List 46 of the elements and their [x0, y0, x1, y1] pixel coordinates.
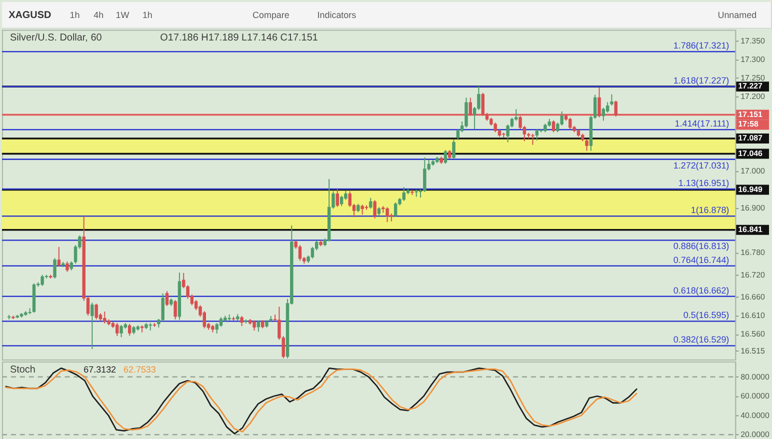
annotation: 0.618(16.662)	[673, 285, 730, 296]
annotation: 67.3132	[84, 364, 116, 374]
annotation: 0.382(16.529)	[673, 334, 730, 345]
text: 1h	[70, 10, 80, 20]
y-tick-label: 16.660	[740, 292, 766, 302]
text: 1W	[116, 10, 130, 20]
text: 4h	[94, 10, 104, 20]
y-tick-label: 40.0000	[740, 410, 770, 420]
annotation: 1.618(17.227)	[673, 76, 730, 86]
ref-line-label: 17.227	[738, 82, 764, 91]
y-tick-label: 16.720	[740, 270, 766, 280]
y-tick-label: 20.0000	[740, 430, 770, 439]
annotation: 1.414(17.111)	[674, 118, 730, 129]
y-tick-label: 17.000	[740, 166, 766, 176]
annotation: 1.272(17.031)	[673, 160, 730, 170]
ref-line-label: 17.087	[738, 134, 764, 143]
y-tick-label: 16.560	[740, 330, 766, 339]
y-tick-label: 17.250	[740, 74, 766, 83]
ref-line-label: 16.841	[738, 224, 764, 234]
annotation: 0.764(16.744)	[673, 254, 730, 265]
text: Unnamed	[718, 10, 757, 20]
chart-title: Silver/U.S. Dollar, 60	[10, 32, 102, 44]
annotation: 1.786(17.321)	[673, 40, 730, 51]
y-tick-label: 16.780	[740, 248, 766, 258]
annotation: 1.13(16.951)	[678, 178, 730, 188]
annotation: 1(16.878)	[690, 205, 730, 216]
y-tick-label: 17.350	[740, 36, 766, 46]
annotation: 0.5(16.595)	[683, 310, 730, 320]
annotation: 0.886(16.813)	[673, 241, 730, 252]
y-tick-label: 17.200	[740, 92, 766, 102]
ref-line-label: 16.949	[738, 184, 764, 194]
text: Compare	[252, 10, 290, 20]
text: Indicators	[317, 10, 357, 20]
ref-line-label: 17.046	[738, 148, 764, 158]
y-tick-label: 17.300	[740, 54, 766, 64]
y-tick-label: 16.515	[740, 346, 766, 356]
y-tick-label: 80.0000	[740, 372, 770, 382]
y-tick-label: 16.900	[740, 203, 766, 212]
y-tick-label: 16.610	[740, 311, 766, 320]
text: XAGUSD	[8, 10, 52, 21]
text: 17.151 17:58	[738, 110, 762, 129]
chart-title: Stoch	[10, 364, 36, 376]
text: 1h	[142, 10, 152, 20]
annotation: 62.7533	[124, 364, 156, 374]
chart-subtitle: O17.186 H17.189 L17.146 C17.151	[160, 32, 318, 44]
y-tick-label: 60.0000	[740, 392, 770, 401]
